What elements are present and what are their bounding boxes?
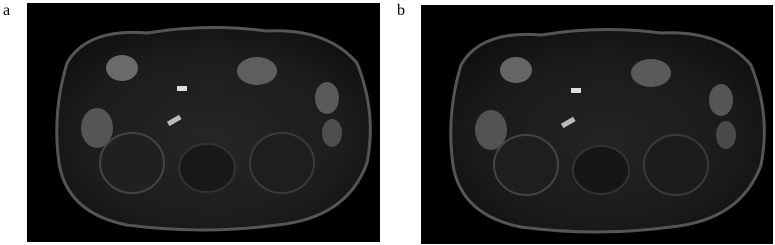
spine [572, 145, 630, 195]
mri-image [27, 3, 380, 242]
bowel-loop [106, 55, 138, 81]
kidney [99, 132, 165, 194]
bright-spot [571, 88, 581, 93]
panel-label: a [3, 2, 11, 19]
bright-spot [560, 116, 576, 129]
bowel-loop [237, 57, 277, 85]
kidney [643, 134, 709, 196]
bright-spot [166, 114, 182, 127]
bowel-loop [716, 121, 736, 149]
bowel-loop [500, 57, 532, 83]
bowel-loop [322, 119, 342, 147]
bowel-loop [475, 110, 507, 150]
kidney [493, 134, 559, 196]
bowel-loop [315, 82, 339, 114]
bowel-loop [709, 84, 733, 116]
bowel-loop [631, 59, 671, 87]
bright-spot [177, 86, 187, 91]
mri-image [421, 5, 773, 244]
panel-label: b [397, 2, 405, 19]
kidney [249, 132, 315, 194]
spine [178, 143, 236, 193]
bowel-loop [81, 108, 113, 148]
